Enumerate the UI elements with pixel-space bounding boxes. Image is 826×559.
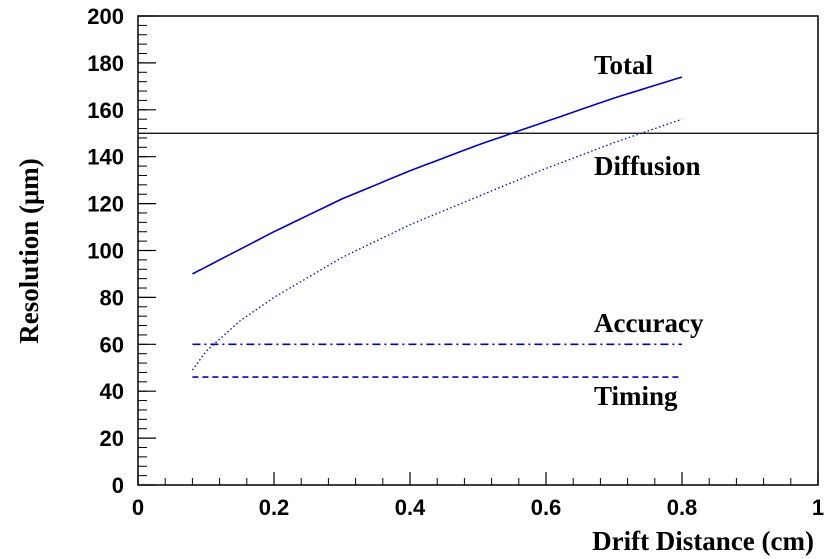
y-tick-label: 180 [87,51,124,76]
y-tick-label: 80 [100,285,124,310]
series-annotations: Total Diffusion Accuracy Timing [594,50,704,411]
annotation-total: Total [594,50,654,80]
x-tick-label: 0.8 [667,495,698,520]
y-tick-label: 140 [87,145,124,170]
plot-border [137,15,819,486]
x-tick-label: 0.4 [395,495,426,520]
annotation-accuracy: Accuracy [594,308,704,338]
y-axis-title: Resolution (μm) [14,158,44,344]
y-tick-label: 40 [100,379,124,404]
x-tick-label: 1 [812,495,824,520]
y-tick-label: 160 [87,98,124,123]
y-tick-label: 200 [87,4,124,29]
x-axis-title: Drift Distance (cm) [592,526,814,556]
series-line-total [192,76,683,275]
y-tick-label: 100 [87,239,124,264]
y-tick-label: 120 [87,192,124,217]
series-line-diffusion [191,118,683,371]
x-tick-label: 0.6 [531,495,562,520]
annotation-diffusion: Diffusion [594,151,701,181]
series-lines [191,76,683,378]
tick-labels: 0 0.2 0.4 0.6 0.8 1 0 20 40 60 80 100 120 140 160 180 20… [87,4,824,520]
axis-ticks [137,15,819,486]
annotation-timing: Timing [594,381,678,411]
x-tick-label: 0 [132,495,144,520]
plot-frame [137,15,819,486]
y-tick-label: 20 [100,426,124,451]
x-tick-label: 0.2 [259,495,290,520]
y-tick-label: 60 [100,332,124,357]
y-tick-label: 0 [112,473,124,498]
